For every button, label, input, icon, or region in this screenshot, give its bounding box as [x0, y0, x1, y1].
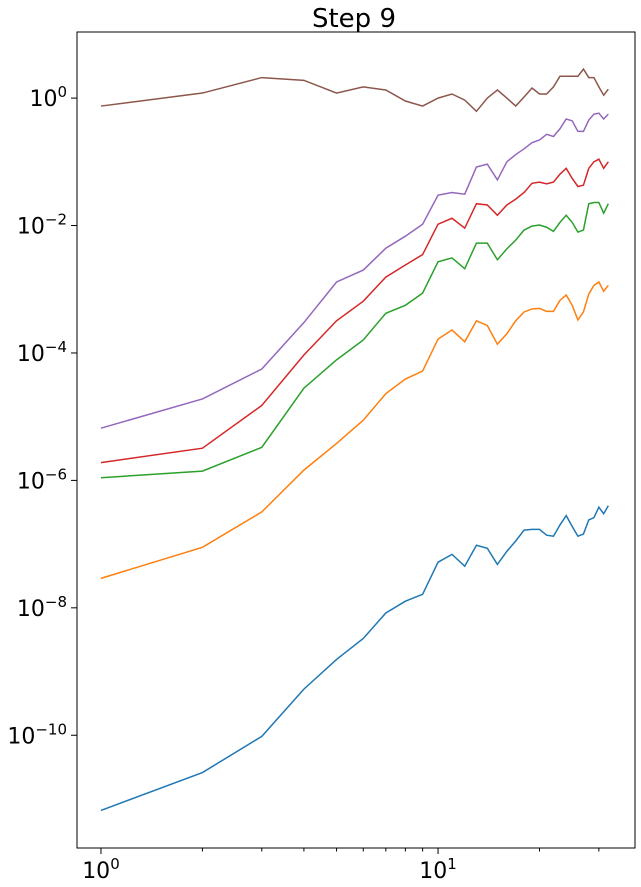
x-tick-label: 100 — [82, 855, 120, 884]
y-tick-label: 10−10 — [7, 720, 67, 749]
series-line — [100, 201, 609, 479]
series-line — [100, 280, 609, 580]
x-tick-label: 101 — [419, 855, 457, 884]
series-line — [100, 67, 609, 113]
series-line — [100, 158, 609, 464]
y-tick-label: 10−4 — [17, 338, 67, 367]
series-line — [100, 505, 609, 812]
series-line — [100, 112, 609, 429]
plot-frame — [76, 31, 636, 849]
y-tick-label: 10−8 — [17, 593, 67, 622]
y-tick-label: 10−6 — [17, 465, 67, 494]
chart-title: Step 9 — [312, 4, 396, 34]
y-tick-label: 100 — [29, 83, 67, 112]
y-tick-label: 10−2 — [17, 211, 67, 240]
